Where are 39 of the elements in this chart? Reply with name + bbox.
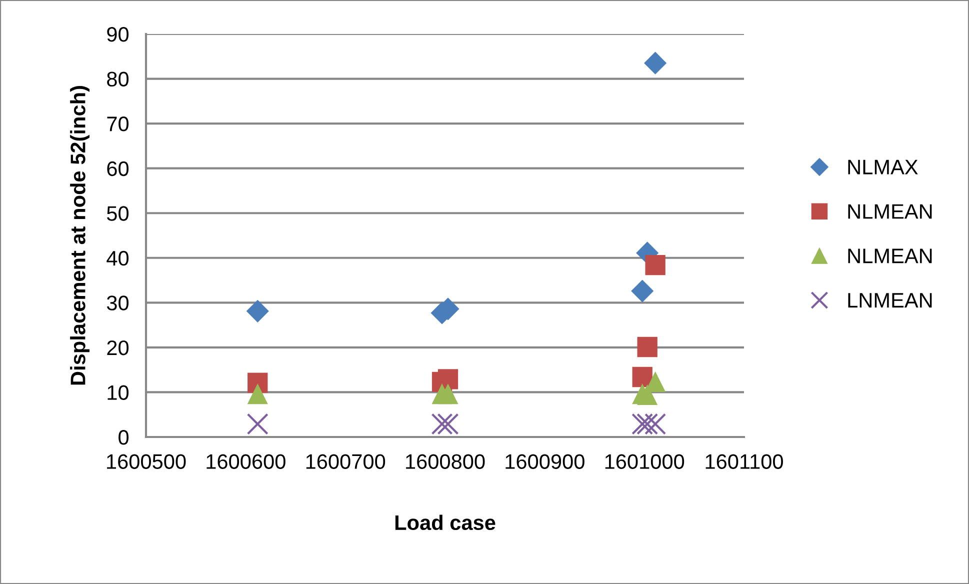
point bbox=[644, 413, 666, 435]
point bbox=[437, 413, 459, 435]
y-tick-label: 20 bbox=[107, 340, 129, 356]
point bbox=[637, 384, 658, 405]
legend-label: LNMEAN bbox=[848, 293, 932, 308]
y-tick-label: 80 bbox=[107, 72, 129, 87]
point bbox=[431, 413, 453, 435]
y-tick-label: 70 bbox=[107, 116, 129, 132]
legend-label: NLMEAN bbox=[848, 204, 932, 219]
point bbox=[632, 413, 654, 435]
y-tick-label: 10 bbox=[108, 385, 129, 400]
legend-label: NLMAX bbox=[848, 160, 918, 174]
y-tick-label: 30 bbox=[106, 296, 129, 310]
point bbox=[438, 384, 458, 404]
y-tick-label: 40 bbox=[106, 250, 129, 266]
x-tick-label: 1600900 bbox=[506, 454, 584, 469]
y-tick-label: 50 bbox=[106, 206, 129, 221]
point bbox=[246, 300, 269, 322]
point bbox=[637, 336, 658, 358]
y-tick-label: 60 bbox=[107, 161, 129, 176]
x-tick-label: 1601000 bbox=[605, 454, 684, 469]
point bbox=[248, 384, 268, 404]
y-tick-label: 90 bbox=[107, 27, 129, 42]
x-tick-label: 1600600 bbox=[206, 454, 286, 469]
y-tick-label: 0 bbox=[118, 430, 129, 445]
point bbox=[438, 369, 458, 390]
point bbox=[632, 366, 652, 388]
x-tick-label: 1600700 bbox=[306, 454, 386, 469]
x-tick-label: 1601100 bbox=[706, 454, 783, 469]
legend-label: NLMEAN bbox=[848, 248, 932, 264]
point bbox=[631, 280, 654, 302]
point bbox=[636, 413, 658, 435]
y-axis-title: Displacement at node 52(inch) bbox=[70, 86, 90, 385]
point bbox=[645, 254, 666, 276]
x-axis-title: Load case bbox=[395, 514, 496, 530]
point bbox=[246, 413, 268, 435]
point bbox=[644, 52, 666, 74]
x-tick-label: 1600500 bbox=[107, 454, 186, 469]
x-tick-label: 1600800 bbox=[406, 454, 485, 469]
